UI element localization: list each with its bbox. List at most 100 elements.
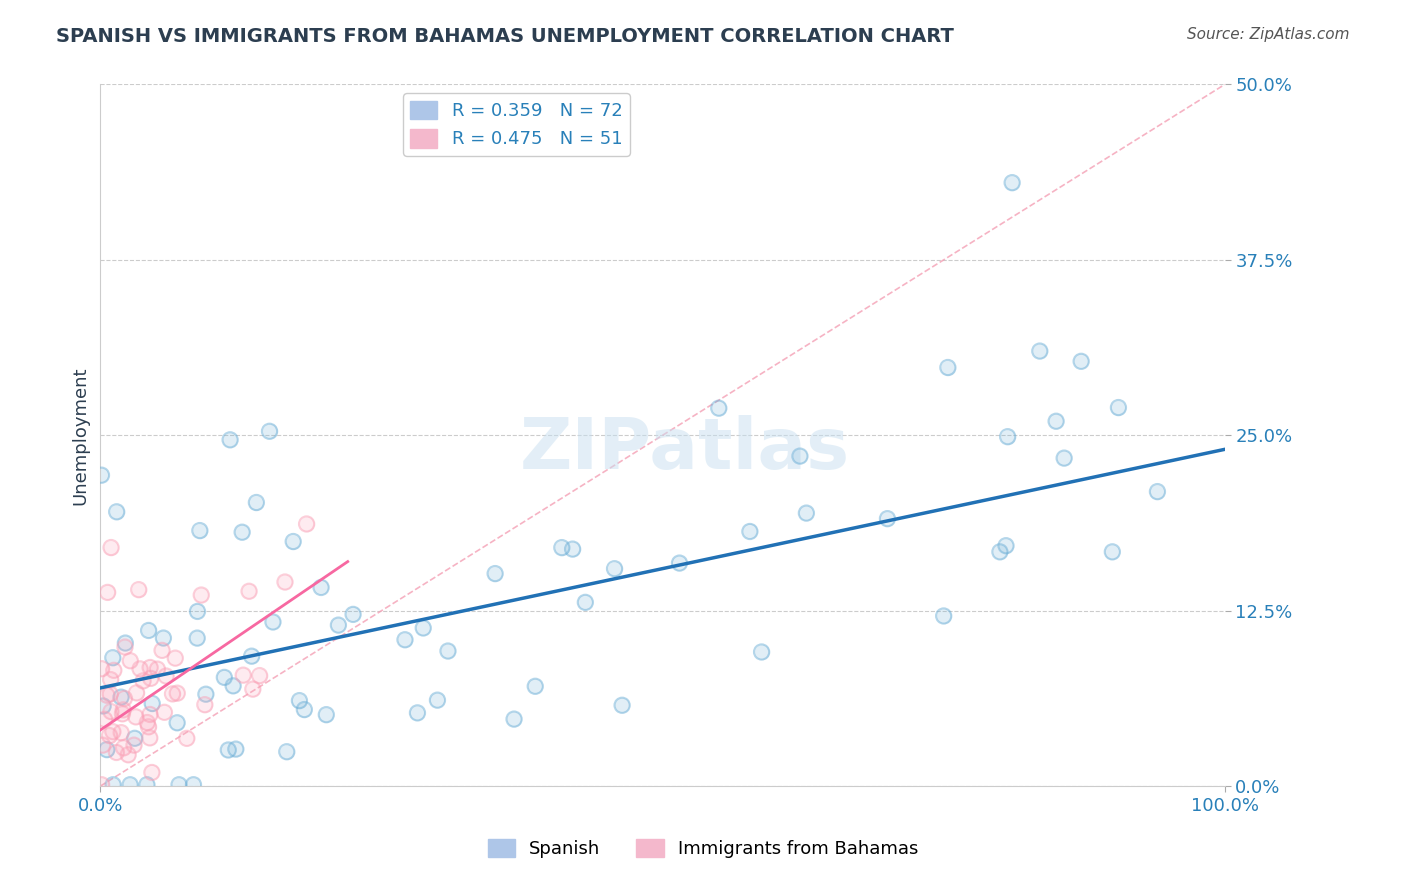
Point bbox=[132, 673, 155, 688]
Point bbox=[292, 702, 315, 716]
Point bbox=[738, 524, 761, 539]
Point bbox=[932, 609, 955, 624]
Point bbox=[988, 545, 1011, 559]
Point bbox=[176, 731, 198, 746]
Point bbox=[406, 706, 429, 720]
Point bbox=[136, 715, 159, 730]
Point bbox=[394, 632, 416, 647]
Point bbox=[503, 712, 526, 726]
Point bbox=[150, 643, 173, 657]
Point bbox=[232, 668, 254, 682]
Point bbox=[120, 654, 142, 668]
Point bbox=[146, 662, 169, 676]
Point bbox=[610, 698, 633, 713]
Point bbox=[125, 710, 148, 724]
Text: ZIPatlas: ZIPatlas bbox=[520, 415, 851, 483]
Point bbox=[1029, 344, 1052, 359]
Point bbox=[111, 706, 134, 721]
Point bbox=[114, 636, 136, 650]
Point bbox=[122, 738, 145, 752]
Point bbox=[936, 360, 959, 375]
Point bbox=[288, 693, 311, 707]
Point bbox=[524, 679, 547, 693]
Point bbox=[114, 640, 136, 654]
Point bbox=[129, 662, 152, 676]
Point bbox=[141, 697, 163, 711]
Point bbox=[101, 778, 124, 792]
Point bbox=[120, 654, 142, 668]
Point bbox=[315, 707, 337, 722]
Point bbox=[97, 585, 120, 599]
Point bbox=[437, 644, 460, 658]
Point bbox=[222, 679, 245, 693]
Point bbox=[166, 686, 188, 700]
Text: SPANISH VS IMMIGRANTS FROM BAHAMAS UNEMPLOYMENT CORRELATION CHART: SPANISH VS IMMIGRANTS FROM BAHAMAS UNEMP… bbox=[56, 27, 955, 45]
Point bbox=[105, 746, 128, 760]
Point bbox=[1045, 414, 1067, 428]
Point bbox=[101, 724, 124, 739]
Point bbox=[152, 631, 174, 645]
Point bbox=[90, 778, 112, 792]
Point bbox=[139, 707, 162, 722]
Point bbox=[96, 742, 118, 756]
Point bbox=[225, 742, 247, 756]
Point bbox=[426, 693, 449, 707]
Point bbox=[995, 539, 1018, 553]
Point bbox=[186, 604, 208, 618]
Point bbox=[394, 632, 416, 647]
Point bbox=[100, 673, 122, 687]
Point bbox=[110, 725, 132, 739]
Point bbox=[484, 566, 506, 581]
Point bbox=[138, 624, 160, 638]
Point bbox=[796, 506, 818, 520]
Point bbox=[249, 668, 271, 682]
Point bbox=[194, 698, 217, 712]
Point bbox=[259, 425, 281, 439]
Point bbox=[141, 697, 163, 711]
Point bbox=[105, 746, 128, 760]
Point bbox=[166, 715, 188, 730]
Point bbox=[194, 698, 217, 712]
Point bbox=[90, 662, 112, 676]
Point bbox=[995, 539, 1018, 553]
Point bbox=[129, 662, 152, 676]
Point bbox=[240, 649, 263, 664]
Point bbox=[245, 495, 267, 509]
Point bbox=[90, 662, 112, 676]
Point bbox=[997, 430, 1019, 444]
Point bbox=[96, 688, 118, 702]
Point bbox=[98, 687, 121, 701]
Point bbox=[139, 707, 162, 722]
Point bbox=[876, 511, 898, 525]
Point bbox=[103, 664, 125, 678]
Point bbox=[551, 541, 574, 555]
Point bbox=[96, 742, 118, 756]
Point bbox=[1070, 354, 1092, 368]
Point bbox=[120, 778, 142, 792]
Point bbox=[610, 698, 633, 713]
Point bbox=[603, 562, 626, 576]
Point bbox=[186, 631, 208, 645]
Point bbox=[1101, 545, 1123, 559]
Point bbox=[91, 738, 114, 752]
Point bbox=[1045, 414, 1067, 428]
Point bbox=[139, 660, 162, 674]
Point bbox=[96, 688, 118, 702]
Point bbox=[188, 524, 211, 538]
Point bbox=[125, 710, 148, 724]
Point bbox=[111, 706, 134, 721]
Point bbox=[232, 668, 254, 682]
Point bbox=[122, 738, 145, 752]
Point bbox=[245, 495, 267, 509]
Point bbox=[214, 670, 236, 684]
Point bbox=[328, 618, 350, 632]
Point bbox=[274, 574, 297, 589]
Point bbox=[100, 705, 122, 719]
Point bbox=[91, 698, 114, 713]
Point bbox=[139, 660, 162, 674]
Point bbox=[274, 574, 297, 589]
Point bbox=[152, 631, 174, 645]
Point bbox=[1101, 545, 1123, 559]
Point bbox=[276, 745, 298, 759]
Point bbox=[707, 401, 730, 416]
